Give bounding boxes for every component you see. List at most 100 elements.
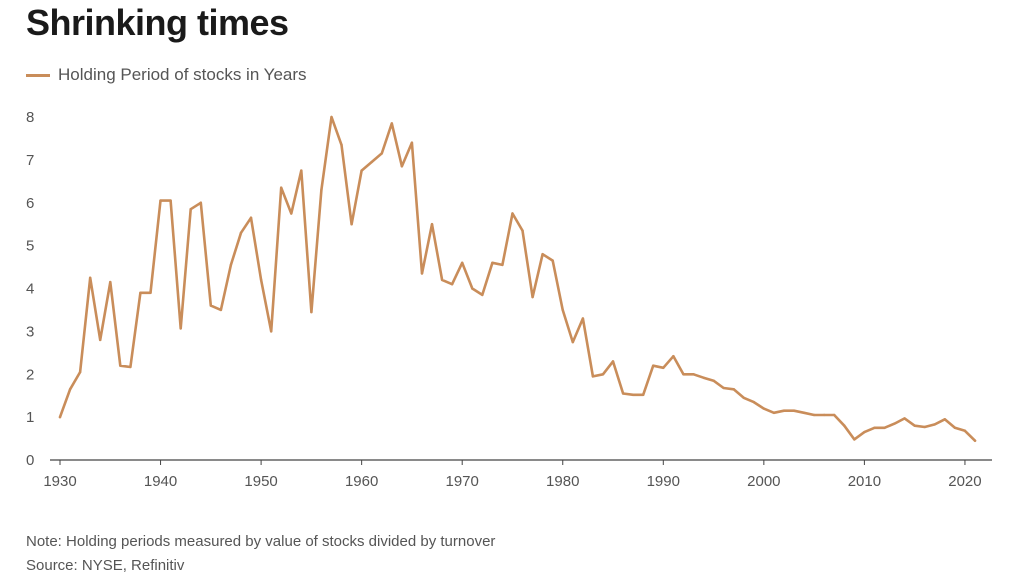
series-line-holding-period	[58, 115, 977, 442]
data-point	[903, 417, 906, 420]
data-point	[219, 308, 223, 312]
data-point	[229, 263, 233, 267]
y-axis: 0 1 2 3 4 5 6 7 8	[26, 109, 34, 469]
data-point	[78, 370, 82, 374]
data-point	[430, 222, 434, 226]
x-tick-label: 1930	[43, 473, 76, 490]
data-point	[109, 280, 112, 284]
data-point	[209, 304, 213, 307]
data-point	[269, 330, 273, 333]
data-point	[792, 409, 796, 412]
data-point	[561, 308, 564, 312]
data-point	[521, 229, 524, 232]
data-point	[360, 169, 363, 172]
chart-title: Shrinking times	[26, 2, 289, 43]
data-point	[179, 327, 182, 330]
data-point	[531, 295, 534, 299]
data-point	[913, 424, 916, 427]
data-point	[280, 186, 283, 189]
data-point	[722, 386, 725, 390]
data-point	[380, 152, 383, 155]
data-point	[511, 212, 514, 215]
data-point	[481, 293, 484, 297]
data-point	[88, 276, 92, 279]
data-point	[621, 392, 625, 395]
y-tick-label: 3	[26, 323, 34, 340]
data-point	[601, 373, 605, 376]
data-point	[199, 201, 202, 204]
data-point	[400, 165, 404, 168]
data-point	[501, 263, 504, 267]
data-point	[833, 413, 836, 417]
data-point	[169, 199, 172, 202]
x-tick-label: 1980	[546, 473, 579, 490]
x-tick-label: 1960	[345, 473, 378, 490]
data-point	[652, 364, 655, 367]
data-point	[752, 400, 755, 404]
x-tick-label: 1970	[446, 473, 479, 490]
data-point	[410, 141, 414, 144]
data-point	[943, 418, 947, 421]
data-point	[883, 426, 886, 430]
data-point	[802, 411, 806, 415]
data-point	[672, 355, 675, 358]
data-point	[491, 261, 494, 264]
data-point	[320, 188, 323, 192]
y-tick-label: 2	[26, 366, 34, 383]
y-tick-label: 5	[26, 238, 34, 255]
data-point	[471, 287, 474, 290]
data-point	[873, 426, 876, 430]
data-point	[99, 338, 102, 342]
legend: Holding Period of stocks in Years	[26, 64, 307, 86]
data-point	[290, 212, 293, 215]
data-point	[571, 340, 575, 344]
data-point	[259, 278, 263, 282]
data-point	[953, 426, 957, 430]
data-point	[119, 364, 122, 367]
data-point	[963, 429, 967, 433]
data-point	[611, 360, 615, 363]
x-tick-label: 1990	[647, 473, 680, 490]
data-point	[641, 393, 645, 397]
data-point	[350, 222, 353, 226]
data-point	[239, 231, 243, 234]
x-tick-label: 1940	[144, 473, 177, 490]
data-point	[682, 373, 685, 376]
y-tick-label: 8	[26, 109, 34, 126]
data-point	[450, 283, 454, 286]
data-point	[742, 396, 745, 400]
data-point	[310, 310, 313, 314]
data-point	[863, 430, 866, 434]
data-point	[330, 115, 333, 119]
data-point	[822, 413, 826, 417]
data-point	[692, 373, 695, 376]
data-point	[390, 122, 394, 125]
data-point	[712, 379, 715, 382]
x-tick-label: 1950	[244, 473, 277, 490]
x-tick-label: 2010	[848, 473, 881, 490]
data-point	[159, 199, 162, 202]
data-point	[782, 409, 786, 412]
data-point	[812, 413, 816, 417]
data-point	[772, 411, 776, 415]
data-point	[149, 291, 152, 294]
chart-source: Source: NYSE, Refinitiv	[26, 557, 185, 574]
data-point	[340, 143, 343, 147]
data-point	[893, 422, 896, 425]
data-point	[249, 216, 253, 219]
data-point	[129, 365, 132, 369]
data-point	[702, 376, 705, 379]
data-point	[551, 259, 554, 262]
series-group	[58, 115, 977, 442]
data-point	[762, 407, 766, 410]
data-point	[139, 291, 142, 294]
y-tick-label: 7	[26, 152, 34, 169]
data-point	[933, 423, 936, 426]
data-point	[973, 439, 977, 442]
y-tick-label: 1	[26, 409, 34, 426]
x-axis: 1930 1940 1950 1960 1970 1980 1990 2000 2010 2020	[43, 459, 992, 490]
data-point	[460, 261, 464, 264]
data-point	[420, 272, 424, 275]
data-point	[662, 366, 665, 370]
